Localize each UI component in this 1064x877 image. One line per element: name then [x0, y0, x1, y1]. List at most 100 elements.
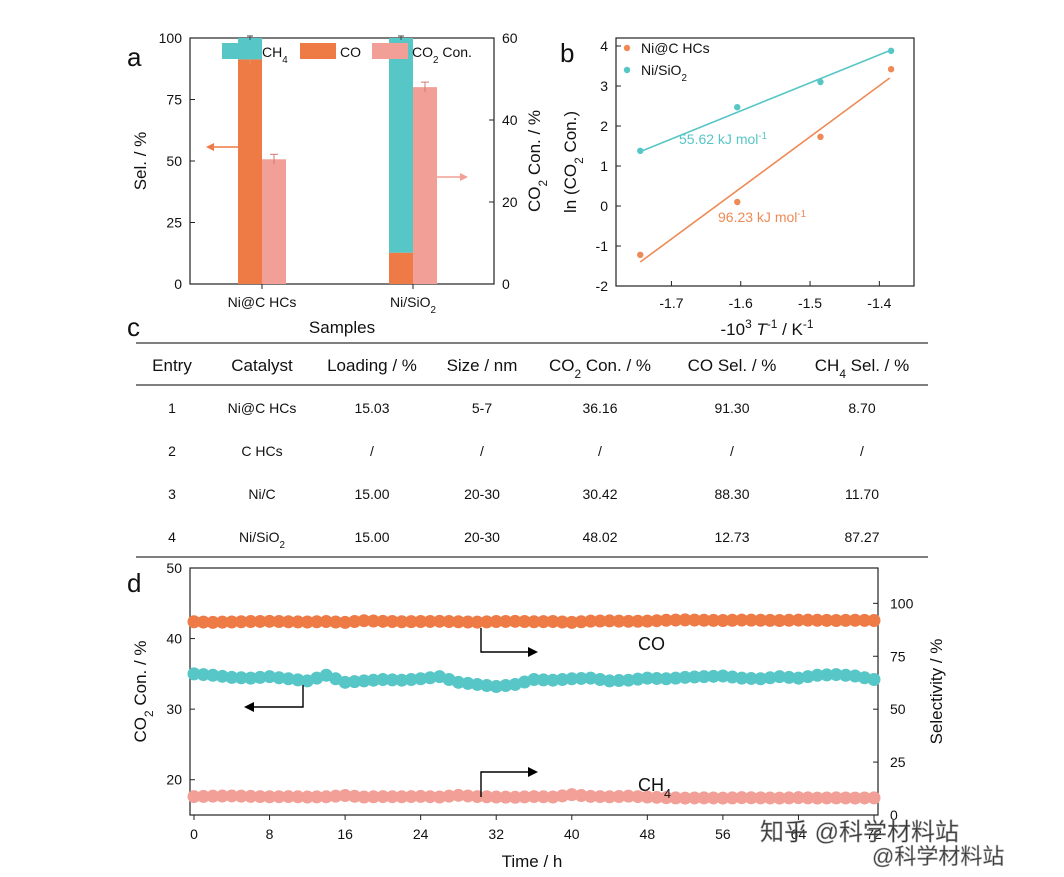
table-header: Size / nm: [447, 356, 518, 375]
series-marker: [810, 613, 824, 627]
legend-marker: [623, 44, 631, 52]
table-cell: /: [370, 443, 374, 459]
series-marker: [281, 790, 295, 804]
y-tick-label: 75: [166, 92, 182, 108]
x-tick-label: -1.6: [729, 295, 753, 311]
series-marker: [593, 614, 607, 628]
series-marker: [848, 613, 862, 627]
y-tick-label: -1: [596, 238, 609, 254]
y-tick-label: 25: [166, 215, 182, 231]
series-marker: [451, 675, 465, 689]
series-marker: [706, 791, 720, 805]
series-marker: [338, 615, 352, 629]
arrow-head: [244, 702, 254, 712]
x-axis-label: Time / h: [502, 852, 563, 871]
series-marker: [518, 615, 532, 629]
legend-swatch: [372, 43, 408, 59]
series-marker: [470, 677, 484, 691]
arrow-co2-left: [254, 685, 304, 708]
series-marker: [669, 613, 683, 627]
series-marker: [810, 668, 824, 682]
y2-tick-label: 0: [502, 276, 510, 292]
series-marker: [244, 789, 258, 803]
table-header: Catalyst: [231, 356, 293, 375]
x-axis-label: -103 T-1 / K-1: [721, 317, 814, 339]
series-marker: [272, 790, 286, 804]
series-marker: [225, 615, 239, 629]
table-header: Entry: [152, 356, 192, 375]
series-marker: [366, 673, 380, 687]
series-marker: [536, 615, 550, 629]
panel-letter-c: c: [127, 312, 140, 342]
series-marker: [215, 789, 229, 803]
series-marker: [206, 668, 220, 682]
series-marker: [404, 673, 418, 687]
series-marker: [603, 790, 617, 804]
series-marker: [357, 790, 371, 804]
series-marker: [281, 672, 295, 686]
series-marker: [187, 790, 201, 804]
chart-panel-b: -2 -1 0 1 2 3 4 -1.7 -1.6 -1.5 -1.4 ln (CO2 Con.) -1…: [561, 37, 915, 339]
data-point: [817, 133, 824, 140]
series-marker: [461, 615, 475, 629]
series-marker: [621, 673, 635, 687]
series-marker: [820, 613, 834, 627]
series-marker: [404, 790, 418, 804]
series-marker: [348, 675, 362, 689]
x-tick-label: 64: [791, 826, 807, 842]
y-tick-label: 50: [166, 560, 182, 576]
table-cell: 2: [168, 443, 176, 459]
legend-swatch: [300, 43, 336, 59]
series-marker: [584, 789, 598, 803]
series-marker: [716, 669, 730, 683]
table-cell: Ni/SiO2: [239, 529, 285, 551]
arrow-head: [460, 173, 468, 181]
series-marker: [187, 615, 201, 629]
data-point: [887, 66, 895, 73]
series-marker: [376, 614, 390, 628]
x-tick-label: -1.4: [867, 295, 891, 311]
series-marker: [451, 788, 465, 802]
series-marker: [754, 613, 768, 627]
series-marker: [536, 673, 550, 687]
table-cell: 4: [168, 529, 176, 545]
data-point: [887, 47, 895, 54]
series-marker: [754, 791, 768, 805]
legend-label: CO2 Con.: [412, 44, 472, 66]
series-marker: [574, 789, 588, 803]
series-marker: [782, 791, 796, 805]
plot-frame: [189, 37, 495, 285]
y2-tick-label: 100: [890, 595, 914, 611]
x-tick-label: 48: [640, 826, 656, 842]
legend-label: Ni/SiO2: [641, 62, 687, 84]
y-tick-label: 2: [600, 118, 608, 134]
series-marker: [669, 671, 683, 685]
y-tick-label: -2: [596, 278, 609, 294]
x-tick-label: 72: [866, 826, 882, 842]
series-marker: [697, 670, 711, 684]
series-marker: [612, 674, 626, 688]
series-marker: [867, 673, 881, 687]
series-marker: [527, 615, 541, 629]
series-marker: [688, 670, 702, 684]
series-marker: [300, 790, 314, 804]
watermark-text: 知乎 @科学材料站: [760, 819, 959, 846]
x-tick-label: -1.7: [659, 295, 683, 311]
series-marker: [791, 791, 805, 805]
series-marker: [291, 615, 305, 629]
series-marker: [395, 790, 409, 804]
series-marker: [300, 615, 314, 629]
series-marker: [395, 673, 409, 687]
series-marker: [848, 791, 862, 805]
series-marker: [263, 790, 277, 804]
series-marker: [867, 613, 881, 627]
series-marker: [385, 615, 399, 629]
fit-line: [639, 49, 892, 153]
series-marker: [187, 667, 201, 681]
series-marker: [697, 791, 711, 805]
series-marker: [206, 789, 220, 803]
series-marker: [310, 790, 324, 804]
series-marker: [829, 668, 843, 682]
series-marker: [480, 615, 494, 629]
